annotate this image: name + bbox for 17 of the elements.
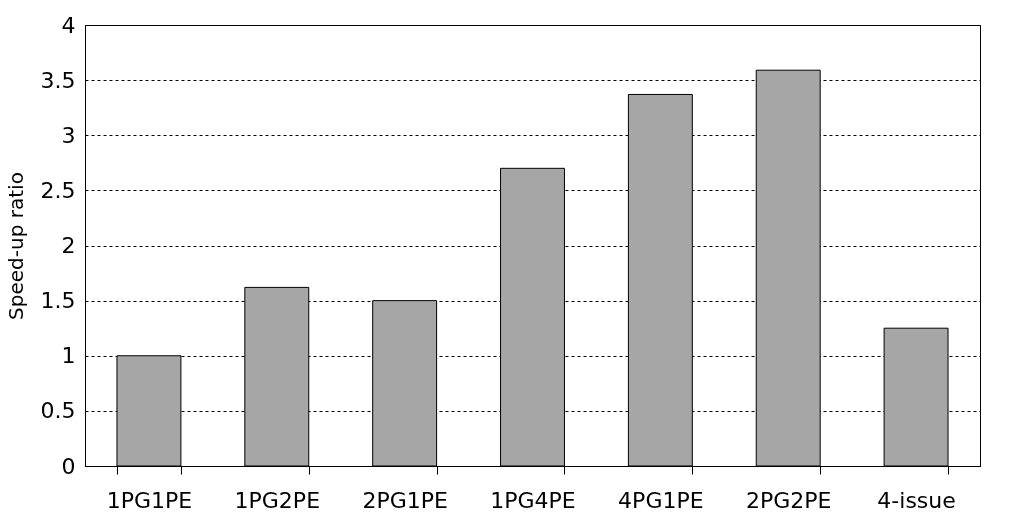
y-tick-label: 4 (61, 12, 76, 38)
y-tick-label: 1.5 (40, 288, 76, 314)
y-tick-label: 3 (61, 122, 76, 148)
y-tick-label: 2.5 (40, 177, 76, 203)
x-tick-label: 4PG1PE (618, 487, 704, 513)
x-tick-label: 1PG1PE (106, 487, 193, 513)
y-tick-label: 2 (61, 233, 76, 258)
x-tick-label: 1PG4PE (490, 487, 576, 513)
x-tick-label: 2PG1PE (362, 487, 448, 513)
y-tick-label: 3.5 (40, 67, 76, 93)
x-tick-label: 1PG2PE (234, 487, 321, 513)
x-tick-label: 2PG2PE (745, 487, 832, 513)
y-tick-label: 0 (61, 453, 76, 479)
y-axis-title: Speed-up ratio (3, 172, 28, 320)
y-tick-label: 0.5 (40, 398, 76, 424)
y-tick-label: 1 (61, 343, 76, 369)
x-tick-label: 4-issue (877, 487, 956, 513)
